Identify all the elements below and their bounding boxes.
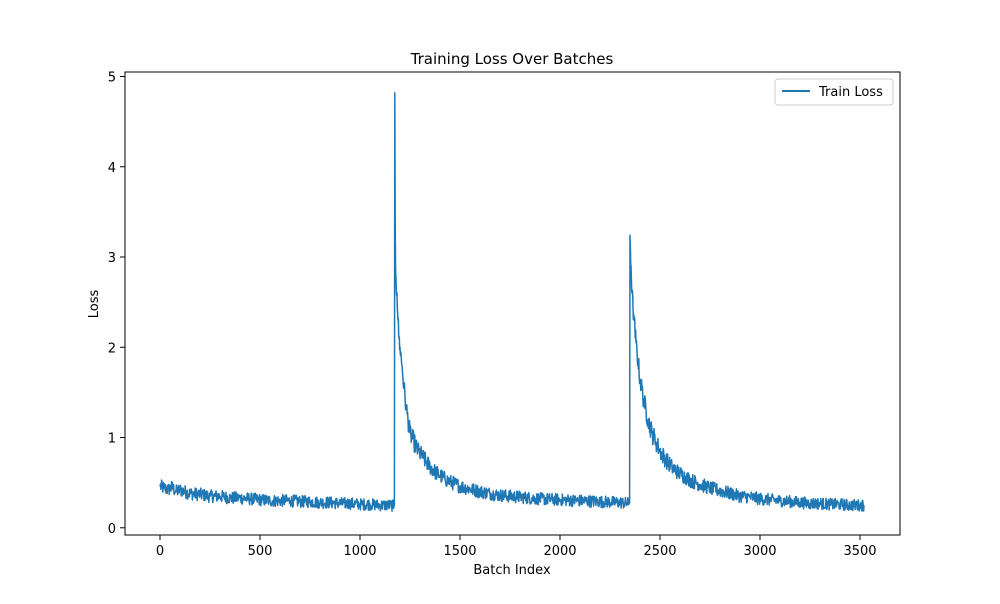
- y-tick-label: 4: [108, 161, 116, 176]
- x-tick-label: 3000: [743, 544, 776, 559]
- x-tick-label: 2000: [543, 544, 576, 559]
- x-tick-label: 0: [156, 544, 164, 559]
- plot-area: [159, 92, 865, 513]
- legend-entry-label: Train Loss: [818, 85, 883, 100]
- axes: 0 500 1000 1500 2000 2500 3000 3500 0 1 2 3 4 5: [108, 71, 901, 559]
- legend-frame: [774, 78, 894, 106]
- x-tick-label: 1500: [443, 544, 476, 559]
- chart-title: Training Loss Over Batches: [410, 50, 614, 68]
- series-line-train-loss: [159, 92, 865, 513]
- x-tick-label: 500: [248, 544, 273, 559]
- y-tick-label: 2: [108, 341, 116, 356]
- y-tick-label: 5: [108, 71, 116, 86]
- legend: Train Loss: [774, 78, 894, 106]
- y-tick-label: 3: [108, 251, 116, 266]
- y-tick-label: 0: [108, 522, 116, 537]
- axes-frame: [124, 71, 901, 536]
- x-axis-label: Batch Index: [473, 563, 551, 578]
- y-axis-label: Loss: [87, 290, 102, 319]
- x-tick-label: 1000: [343, 544, 376, 559]
- y-tick-label: 1: [108, 432, 116, 447]
- x-tick-label: 3500: [843, 544, 876, 559]
- x-tick-label: 2500: [643, 544, 676, 559]
